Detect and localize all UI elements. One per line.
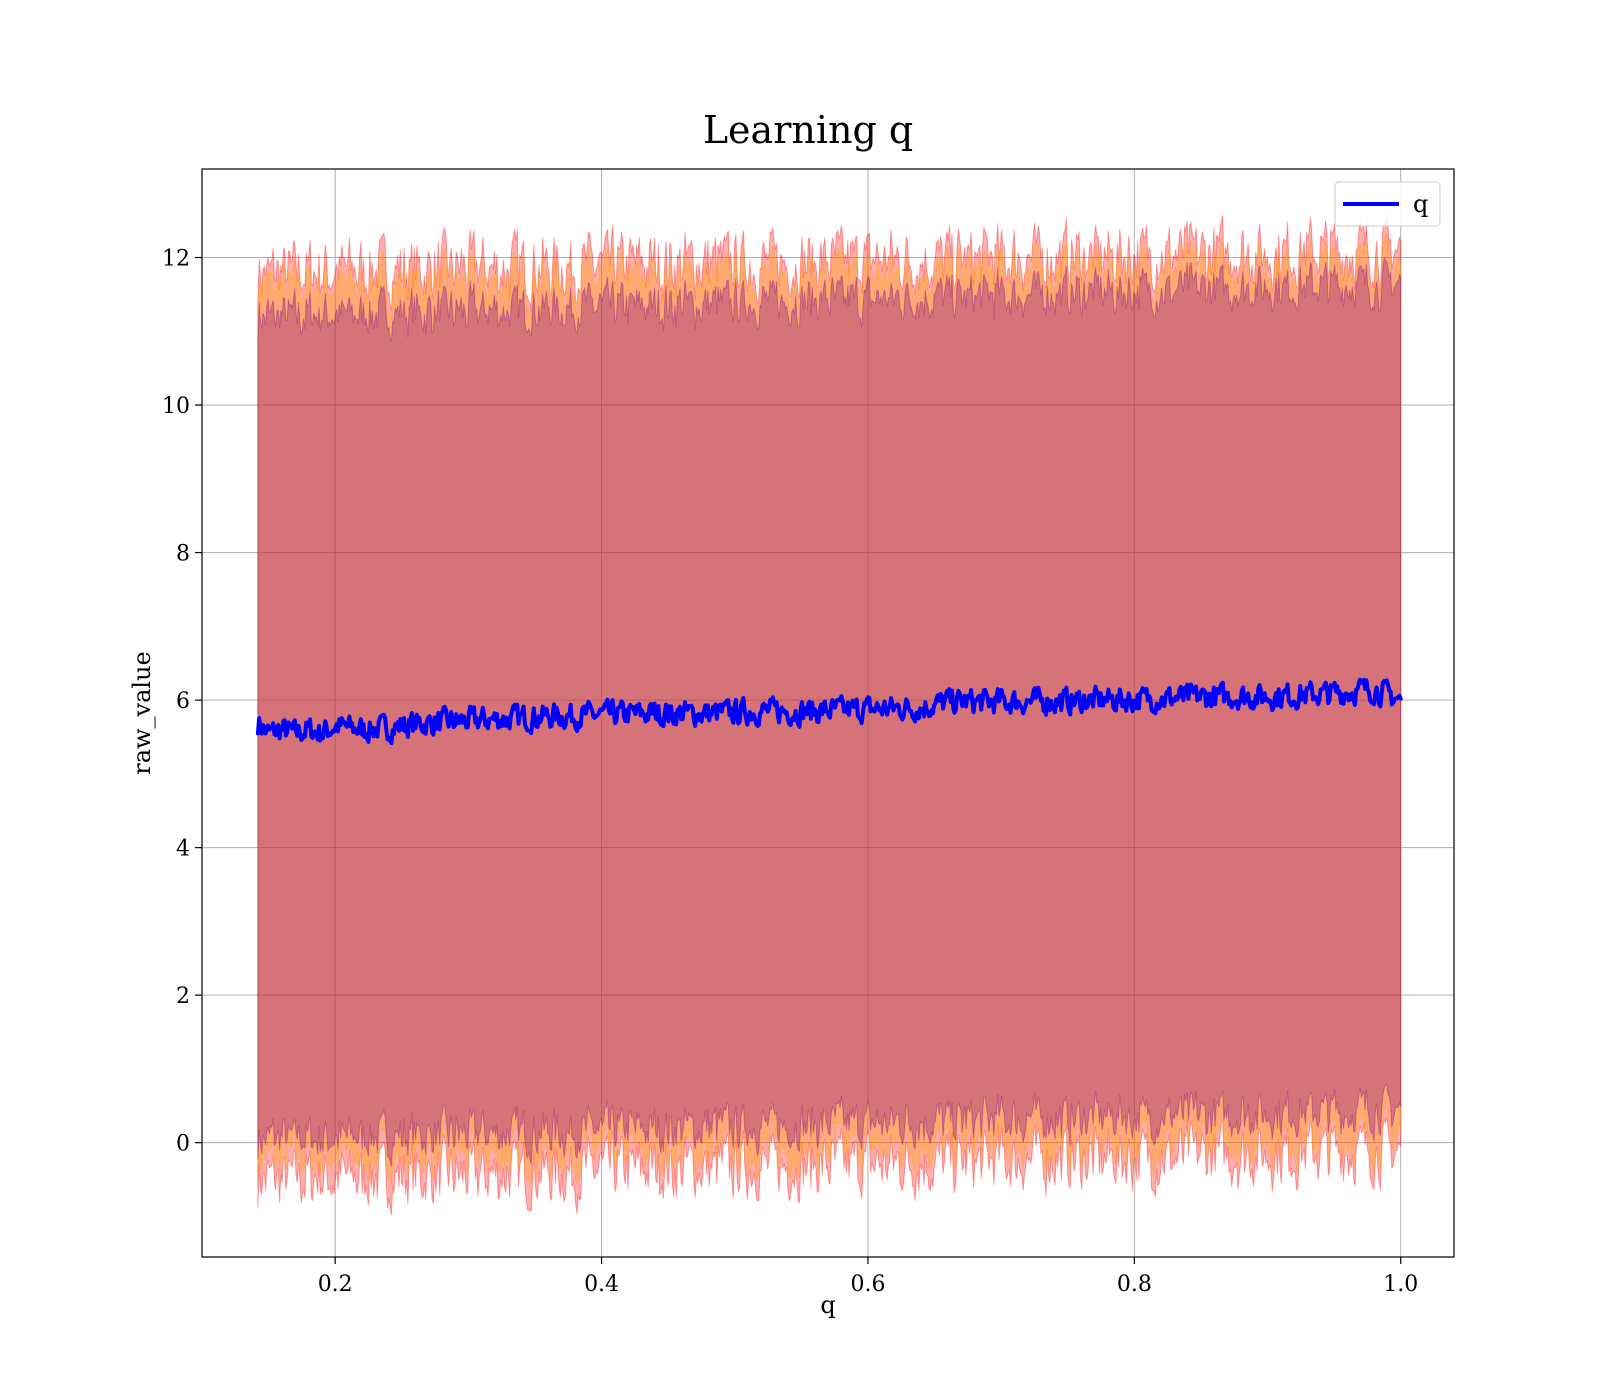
legend[interactable]: q xyxy=(1334,181,1441,227)
y-axis-label: raw_value xyxy=(128,651,156,775)
x-tick-label: 0.2 xyxy=(318,1272,353,1297)
x-tick-label: 1.0 xyxy=(1383,1272,1418,1297)
y-tick-label: 2 xyxy=(176,984,190,1009)
legend-label-q: q xyxy=(1413,190,1428,218)
y-tick-label: 8 xyxy=(176,542,190,567)
chart-title: Learning q xyxy=(703,108,913,152)
x-tick-label: 0.8 xyxy=(1117,1272,1152,1297)
y-tick-label: 0 xyxy=(176,1132,190,1157)
y-tick-label: 12 xyxy=(162,247,190,272)
series-line-q xyxy=(255,677,1403,746)
x-tick-label: 0.6 xyxy=(850,1272,885,1297)
y-tick-label: 4 xyxy=(176,837,190,862)
plot-frame xyxy=(201,168,1455,1258)
y-tick-label: 10 xyxy=(162,394,190,419)
grid xyxy=(202,169,1454,1257)
y-axis-ticks: 0 2 4 6 8 10 12 xyxy=(162,247,202,1157)
x-axis-ticks: 0.2 0.4 0.6 0.8 1.0 xyxy=(318,1257,1418,1297)
x-tick-label: 0.4 xyxy=(584,1272,619,1297)
x-axis-label: q xyxy=(820,1291,835,1319)
series-lines xyxy=(255,677,1403,746)
y-tick-label: 6 xyxy=(176,689,190,714)
